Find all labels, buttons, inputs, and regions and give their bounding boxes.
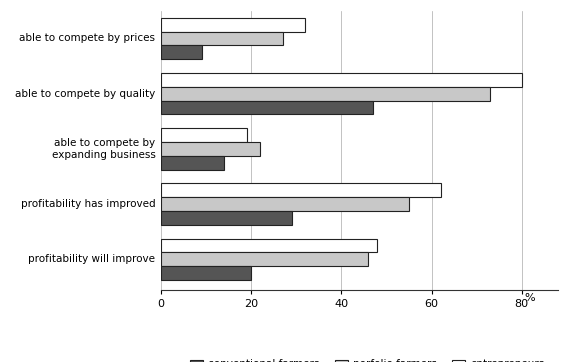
Bar — [161, 128, 247, 142]
Bar — [161, 183, 440, 197]
Bar — [161, 156, 224, 169]
Bar — [161, 211, 292, 225]
Bar — [161, 266, 251, 280]
Bar — [161, 87, 490, 101]
Bar — [161, 18, 305, 31]
Bar — [161, 197, 409, 211]
Bar — [161, 142, 260, 156]
Bar — [161, 252, 369, 266]
Text: %: % — [524, 294, 535, 303]
Bar — [161, 73, 522, 87]
Bar — [161, 45, 202, 59]
Bar — [161, 31, 283, 45]
Bar — [161, 239, 377, 252]
Legend: conventional farmers, porfolio farmers, entrepreneurs: conventional farmers, porfolio farmers, … — [186, 355, 549, 362]
Bar — [161, 101, 373, 114]
